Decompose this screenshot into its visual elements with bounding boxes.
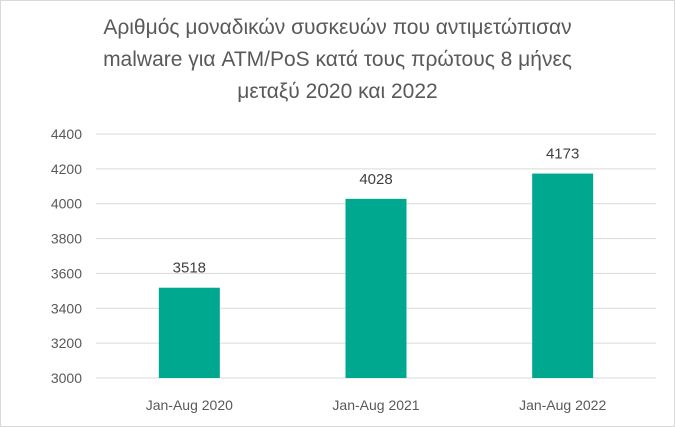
x-tick-label: Jan-Aug 2022 [519,397,606,413]
y-tick-label: 3800 [51,231,82,247]
data-label: 4028 [359,171,392,188]
y-tick-label: 4400 [51,126,82,142]
chart-title-line-2: malware για ATM/PoS κατά τους πρώτους 8 … [103,48,572,71]
chart-title-line-1: Αριθμός μοναδικών συσκευών που αντιμετώπ… [103,16,572,39]
x-tick-label: Jan-Aug 2020 [146,397,233,413]
y-tick-label: 4200 [51,161,82,177]
chart-title: Αριθμός μοναδικών συσκευών που αντιμετώπ… [0,12,675,108]
bar [158,287,220,378]
y-tick-label: 4000 [51,196,82,212]
y-tick-label: 3000 [51,370,82,386]
y-tick-label: 3400 [51,300,82,316]
data-label: 4173 [546,146,579,163]
bar [345,198,407,378]
bar [532,173,594,378]
y-tick-label: 3600 [51,265,82,281]
chart-title-line-3: μεταξύ 2020 και 2022 [237,80,438,103]
y-tick-label: 3200 [51,335,82,351]
x-tick-label: Jan-Aug 2021 [332,397,419,413]
data-label: 3518 [173,260,206,277]
